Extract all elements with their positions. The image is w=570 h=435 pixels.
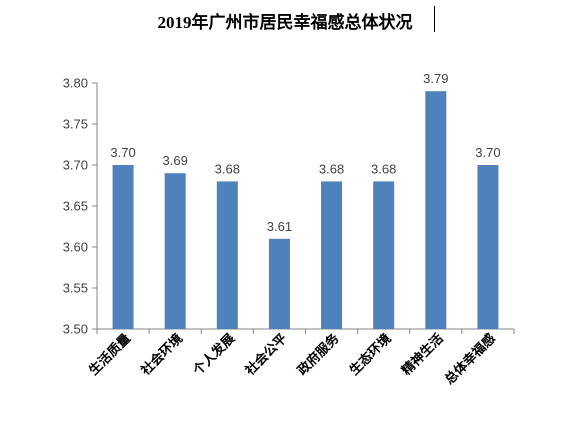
bar [112,165,134,329]
y-tick-label: 3.55 [63,281,88,296]
text-cursor [434,6,435,32]
chart-title: 2019年广州市居民幸福感总体状况 [157,13,413,32]
bar [373,181,395,329]
y-tick-label: 3.70 [63,158,88,173]
data-label: 3.68 [215,161,240,176]
data-label: 3.79 [423,71,448,86]
bar [268,238,290,329]
bar [477,165,499,329]
data-label: 3.68 [319,161,344,176]
y-tick-label: 3.75 [63,117,88,132]
x-tick-label: 社会环境 [137,331,185,379]
data-label: 3.61 [267,219,292,234]
data-label: 3.70 [110,145,135,160]
x-tick-label: 政府服务 [294,330,342,378]
y-tick-label: 3.65 [63,199,88,214]
y-tick-label: 3.80 [63,76,88,91]
x-tick-label: 总体幸福感 [441,331,498,388]
y-tick-label: 3.60 [63,240,88,255]
data-label: 3.70 [475,145,500,160]
x-tick-label: 个人发展 [189,330,238,379]
bar [216,181,238,329]
bar [321,181,343,329]
bar [164,173,186,329]
x-tick-label: 社会公平 [241,331,289,379]
data-label: 3.69 [163,153,188,168]
data-label: 3.68 [371,161,396,176]
bar [425,91,447,329]
x-tick-label: 生活质量 [86,331,133,378]
y-tick-label: 3.50 [63,322,88,337]
x-tick-label: 精神生活 [399,331,446,378]
x-tick-label: 生态环境 [346,331,393,378]
